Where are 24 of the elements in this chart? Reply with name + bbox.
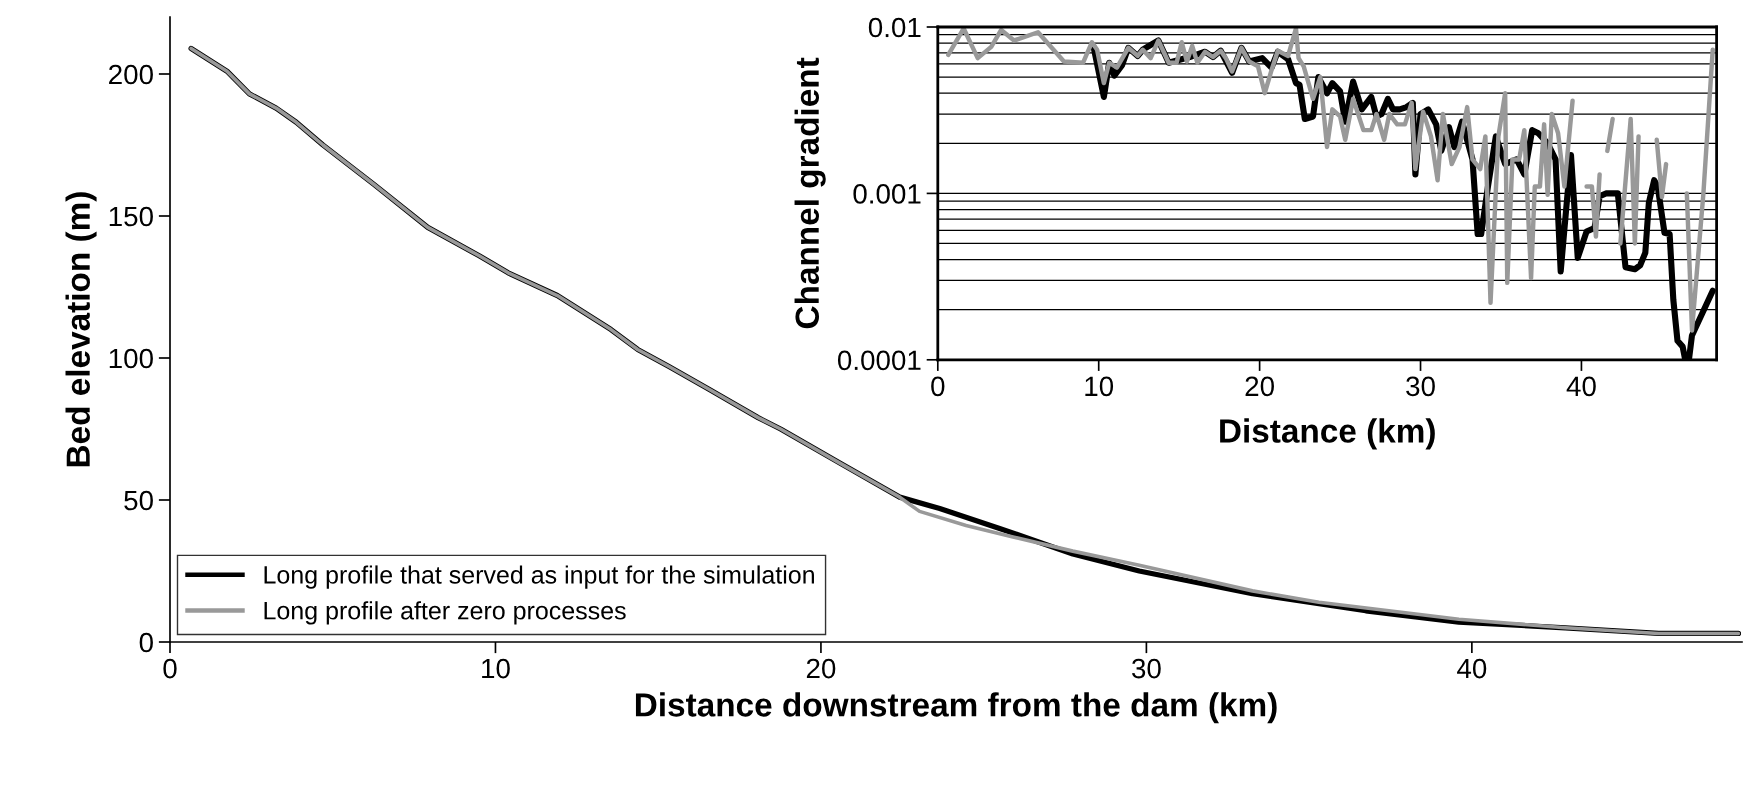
x-tick-label: 10 <box>1085 376 1114 397</box>
legend-label: Long profile that served as input for the simulation <box>264 565 814 589</box>
x-tick-label: 40 <box>1457 658 1487 679</box>
y-axis-title: Channel gradient <box>794 57 826 329</box>
x-tick-label: 10 <box>482 658 510 679</box>
y-tick-label: 0.001 <box>853 184 921 204</box>
x-tick-label: 30 <box>1132 658 1161 679</box>
x-tick-label: 40 <box>1566 376 1596 397</box>
y-tick-label: 0.01 <box>868 17 921 38</box>
x-tick-label: 20 <box>1245 376 1274 397</box>
y-axis-title: Bed elevation (m) <box>65 192 97 467</box>
y-tick-label: 200 <box>109 64 153 85</box>
y-tick-label: 150 <box>109 206 153 227</box>
y-tick-label: 0.0001 <box>837 350 921 371</box>
x-tick-label: 0 <box>163 658 177 679</box>
x-tick-label: 0 <box>931 376 945 397</box>
y-tick-label: 50 <box>124 490 153 511</box>
y-tick-label: 100 <box>109 348 153 369</box>
x-axis-title: Distance (km) <box>1220 418 1435 450</box>
x-tick-label: 30 <box>1406 376 1435 397</box>
x-tick-label: 20 <box>806 658 836 679</box>
legend-label: Long profile after zero processes <box>264 601 626 625</box>
y-tick-label: 0 <box>139 632 153 653</box>
x-axis-title: Distance downstream from the dam (km) <box>635 692 1277 724</box>
